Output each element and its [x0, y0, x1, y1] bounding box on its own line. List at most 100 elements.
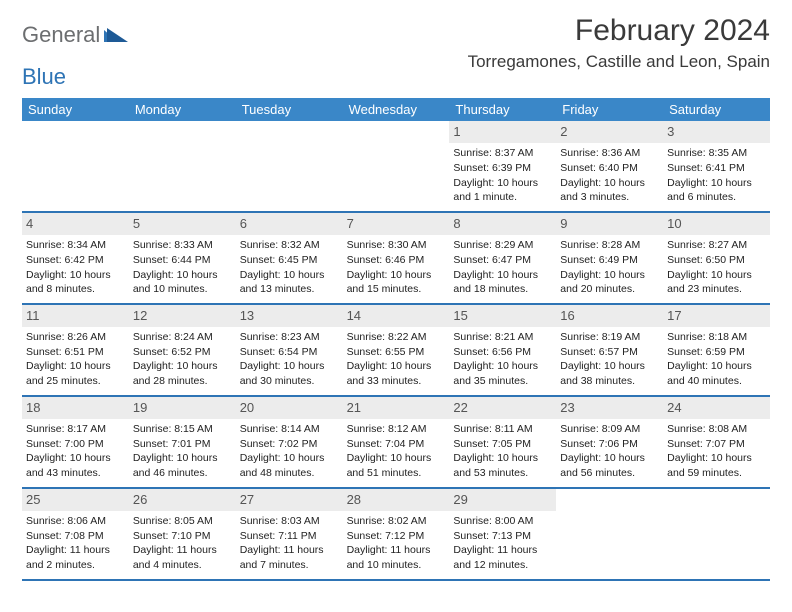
daylight-line: Daylight: 11 hours and 2 minutes.	[26, 543, 125, 572]
sunrise-line: Sunrise: 8:09 AM	[560, 422, 659, 437]
day-cell: 11Sunrise: 8:26 AMSunset: 6:51 PMDayligh…	[22, 305, 129, 395]
day-number: 22	[449, 397, 556, 419]
sunrise-line: Sunrise: 8:08 AM	[667, 422, 766, 437]
day-number: 27	[236, 489, 343, 511]
sunrise-line: Sunrise: 8:02 AM	[347, 514, 446, 529]
daylight-line: Daylight: 10 hours and 40 minutes.	[667, 359, 766, 388]
daylight-line: Daylight: 10 hours and 38 minutes.	[560, 359, 659, 388]
day-number: 3	[663, 121, 770, 143]
sunset-line: Sunset: 7:13 PM	[453, 529, 552, 544]
day-number: 28	[343, 489, 450, 511]
week-row: 25Sunrise: 8:06 AMSunset: 7:08 PMDayligh…	[22, 489, 770, 581]
day-number: 18	[22, 397, 129, 419]
empty-cell	[236, 121, 343, 211]
daylight-line: Daylight: 10 hours and 43 minutes.	[26, 451, 125, 480]
day-cell: 23Sunrise: 8:09 AMSunset: 7:06 PMDayligh…	[556, 397, 663, 487]
day-number: 13	[236, 305, 343, 327]
sunset-line: Sunset: 7:00 PM	[26, 437, 125, 452]
sunset-line: Sunset: 7:12 PM	[347, 529, 446, 544]
day-cell: 29Sunrise: 8:00 AMSunset: 7:13 PMDayligh…	[449, 489, 556, 579]
week-row: 4Sunrise: 8:34 AMSunset: 6:42 PMDaylight…	[22, 213, 770, 305]
sunrise-line: Sunrise: 8:17 AM	[26, 422, 125, 437]
sunrise-line: Sunrise: 8:36 AM	[560, 146, 659, 161]
day-number: 5	[129, 213, 236, 235]
sunrise-line: Sunrise: 8:12 AM	[347, 422, 446, 437]
daylight-line: Daylight: 10 hours and 30 minutes.	[240, 359, 339, 388]
sunset-line: Sunset: 6:57 PM	[560, 345, 659, 360]
daylight-line: Daylight: 10 hours and 53 minutes.	[453, 451, 552, 480]
empty-cell	[129, 121, 236, 211]
day-number: 26	[129, 489, 236, 511]
sunset-line: Sunset: 7:07 PM	[667, 437, 766, 452]
daylight-line: Daylight: 11 hours and 7 minutes.	[240, 543, 339, 572]
sunset-line: Sunset: 6:47 PM	[453, 253, 552, 268]
day-number: 12	[129, 305, 236, 327]
day-number: 4	[22, 213, 129, 235]
weekday-thursday: Thursday	[449, 98, 556, 121]
sunrise-line: Sunrise: 8:22 AM	[347, 330, 446, 345]
sunset-line: Sunset: 7:08 PM	[26, 529, 125, 544]
day-number: 16	[556, 305, 663, 327]
sunset-line: Sunset: 6:56 PM	[453, 345, 552, 360]
daylight-line: Daylight: 10 hours and 18 minutes.	[453, 268, 552, 297]
day-number: 1	[449, 121, 556, 143]
sunrise-line: Sunrise: 8:27 AM	[667, 238, 766, 253]
brand-logo: General	[22, 14, 134, 48]
sunrise-line: Sunrise: 8:14 AM	[240, 422, 339, 437]
sunrise-line: Sunrise: 8:11 AM	[453, 422, 552, 437]
daylight-line: Daylight: 11 hours and 12 minutes.	[453, 543, 552, 572]
day-cell: 24 Sunrise: 8:08 AMSunset: 7:07 PMDayligh…	[663, 397, 770, 487]
sunrise-line: Sunrise: 8:03 AM	[240, 514, 339, 529]
daylight-line: Daylight: 11 hours and 10 minutes.	[347, 543, 446, 572]
day-number: 20	[236, 397, 343, 419]
daylight-line: Daylight: 10 hours and 33 minutes.	[347, 359, 446, 388]
sunrise-line: Sunrise: 8:26 AM	[26, 330, 125, 345]
daylight-line: Daylight: 10 hours and 10 minutes.	[133, 268, 232, 297]
week-row: 1Sunrise: 8:37 AMSunset: 6:39 PMDaylight…	[22, 121, 770, 213]
sunset-line: Sunset: 7:06 PM	[560, 437, 659, 452]
sunset-line: Sunset: 6:52 PM	[133, 345, 232, 360]
day-cell: 19Sunrise: 8:15 AMSunset: 7:01 PMDayligh…	[129, 397, 236, 487]
brand-mark-icon	[104, 24, 132, 47]
sunset-line: Sunset: 7:10 PM	[133, 529, 232, 544]
day-number: 6	[236, 213, 343, 235]
weekday-header-row: SundayMondayTuesdayWednesdayThursdayFrid…	[22, 98, 770, 121]
sunset-line: Sunset: 7:05 PM	[453, 437, 552, 452]
brand-part2: Blue	[22, 64, 66, 90]
weekday-tuesday: Tuesday	[236, 98, 343, 121]
day-number: 19	[129, 397, 236, 419]
day-cell: 2Sunrise: 8:36 AMSunset: 6:40 PMDaylight…	[556, 121, 663, 211]
sunrise-line: Sunrise: 8:37 AM	[453, 146, 552, 161]
day-cell: 8 Sunrise: 8:29 AMSunset: 6:47 PMDaylight…	[449, 213, 556, 303]
day-cell: 25Sunrise: 8:06 AMSunset: 7:08 PMDayligh…	[22, 489, 129, 579]
sunrise-line: Sunrise: 8:15 AM	[133, 422, 232, 437]
day-number: 24	[663, 397, 770, 419]
empty-cell	[556, 489, 663, 579]
sunrise-line: Sunrise: 8:00 AM	[453, 514, 552, 529]
day-cell: 14Sunrise: 8:22 AMSunset: 6:55 PMDayligh…	[343, 305, 450, 395]
day-number: 10	[663, 213, 770, 235]
daylight-line: Daylight: 10 hours and 6 minutes.	[667, 176, 766, 205]
day-cell: 22 Sunrise: 8:11 AMSunset: 7:05 PMDayligh…	[449, 397, 556, 487]
daylight-line: Daylight: 10 hours and 59 minutes.	[667, 451, 766, 480]
day-number: 11	[22, 305, 129, 327]
day-cell: 10Sunrise: 8:27 AMSunset: 6:50 PMDayligh…	[663, 213, 770, 303]
daylight-line: Daylight: 11 hours and 4 minutes.	[133, 543, 232, 572]
calendar-grid: SundayMondayTuesdayWednesdayThursdayFrid…	[22, 98, 770, 581]
daylight-line: Daylight: 10 hours and 15 minutes.	[347, 268, 446, 297]
day-cell: 4Sunrise: 8:34 AMSunset: 6:42 PMDaylight…	[22, 213, 129, 303]
empty-cell	[22, 121, 129, 211]
day-cell: 28 Sunrise: 8:02 AMSunset: 7:12 PMDayligh…	[343, 489, 450, 579]
sunrise-line: Sunrise: 8:29 AM	[453, 238, 552, 253]
daylight-line: Daylight: 10 hours and 8 minutes.	[26, 268, 125, 297]
day-number: 23	[556, 397, 663, 419]
brand-part1: General	[22, 22, 100, 48]
day-number: 8	[449, 213, 556, 235]
day-cell: 15Sunrise: 8:21 AMSunset: 6:56 PMDayligh…	[449, 305, 556, 395]
day-cell: 7Sunrise: 8:30 AMSunset: 6:46 PMDaylight…	[343, 213, 450, 303]
day-cell: 3Sunrise: 8:35 AMSunset: 6:41 PMDaylight…	[663, 121, 770, 211]
day-cell: 17Sunrise: 8:18 AMSunset: 6:59 PMDayligh…	[663, 305, 770, 395]
weekday-monday: Monday	[129, 98, 236, 121]
day-number: 21	[343, 397, 450, 419]
daylight-line: Daylight: 10 hours and 3 minutes.	[560, 176, 659, 205]
